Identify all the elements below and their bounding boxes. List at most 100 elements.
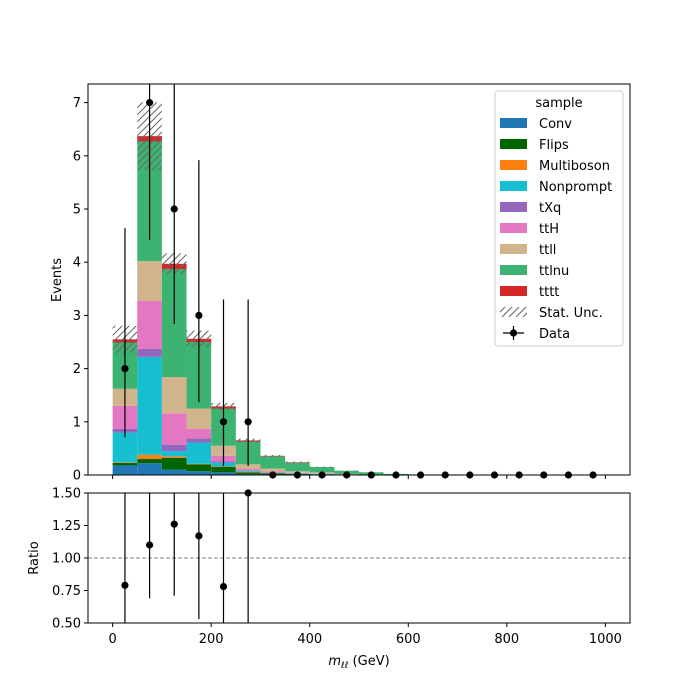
ratio-x-tick-label: 0 <box>108 632 116 647</box>
legend-box <box>494 90 624 347</box>
legend-label-flips: Flips <box>539 138 569 153</box>
main-plot-frame <box>87 83 631 476</box>
data-point <box>170 205 178 213</box>
x-axis-label-unit: (GeV) <box>348 654 389 669</box>
bar-flips <box>211 467 236 473</box>
bar-flips <box>186 464 212 472</box>
bar-multiboson <box>137 454 162 460</box>
y-tick-label: 7 <box>73 96 81 111</box>
ratio-y-tick-label: 0.50 <box>52 617 81 632</box>
y-tick-label: 0 <box>73 469 81 484</box>
ratio-y-tick-label: 1.50 <box>52 487 81 502</box>
bar-txq <box>186 438 212 443</box>
data-point <box>121 365 129 373</box>
ratio-point <box>219 583 228 591</box>
bar-tth <box>137 301 162 349</box>
legend-label-conv: Conv <box>539 117 572 132</box>
y-tick-label: 2 <box>73 362 81 377</box>
stat-unc-band <box>285 461 310 463</box>
bar-nonprompt <box>235 470 261 472</box>
legend-swatch-stat-unc <box>500 307 527 317</box>
x-axis-label: mℓℓ (GeV) <box>328 654 389 671</box>
bar-flips <box>235 472 261 474</box>
bar-nonprompt <box>161 451 187 457</box>
ratio-y-tick-label: 0.75 <box>52 584 81 599</box>
bar-multiboson <box>112 462 138 463</box>
bar-flips <box>161 457 187 470</box>
bar-conv <box>186 471 212 475</box>
ratio-x-tick-label: 400 <box>297 632 322 647</box>
ratio-point <box>170 520 178 528</box>
bar-conv <box>112 465 138 475</box>
legend-entries: Conv Flips Multiboson Nonprompt tXq ttH ttll tt… <box>500 117 612 342</box>
bar-conv <box>235 473 261 475</box>
y-tick-label: 3 <box>73 309 81 324</box>
bar-multiboson <box>161 456 187 458</box>
legend-swatch-ttlnu <box>500 265 527 275</box>
bar-txq <box>235 470 261 471</box>
bar-ttlnu <box>309 467 335 473</box>
stat-unc-band <box>309 466 335 468</box>
legend-swatch-flips <box>500 139 527 149</box>
ratio-x-tick-label: 1000 <box>589 632 622 647</box>
ratio-point <box>195 532 203 540</box>
ratio-point <box>121 581 129 589</box>
legend-swatch-tttt <box>500 286 527 296</box>
bar-multiboson <box>186 463 212 465</box>
data-point <box>244 418 252 426</box>
legend-swatch-ttll <box>500 244 527 254</box>
legend-swatch-nonprompt <box>500 181 527 191</box>
bar-tth <box>235 468 261 471</box>
ratio-panel: 0 200 400 600 800 1000 0.50 0.75 1.00 1.25 1.50 R… <box>27 487 631 671</box>
legend-title: sample <box>535 96 582 111</box>
main-y-axis-label: Events <box>50 258 65 302</box>
y-tick-label: 1 <box>73 415 81 430</box>
x-axis-label-subscript: ℓℓ <box>340 661 348 671</box>
legend-label-tttt: tttt <box>539 285 559 300</box>
legend-swatch-conv <box>500 118 527 128</box>
y-tick-label: 6 <box>73 149 81 164</box>
data-point <box>219 418 228 426</box>
bar-ttlnu <box>260 456 286 469</box>
bar-conv <box>211 472 236 475</box>
ratio-x-tick-label: 200 <box>199 632 224 647</box>
bar-txq <box>161 444 187 452</box>
bar-multiboson <box>235 471 261 473</box>
bar-ttll <box>137 261 162 302</box>
data-point <box>145 99 154 107</box>
bar-nonprompt <box>186 442 212 464</box>
stat-unc-band <box>260 454 286 457</box>
bar-tth <box>186 428 212 439</box>
ratio-y-axis-label: Ratio <box>27 541 42 574</box>
main-y-ticks: 0 1 2 3 4 5 6 7 <box>73 96 88 484</box>
x-axis-label-main: m <box>328 654 341 669</box>
legend-label-stat-unc: Stat. Unc. <box>539 306 603 321</box>
bar-ttll <box>161 377 187 414</box>
legend-label-ttlnu: ttlnu <box>539 264 569 279</box>
main-x-ticks <box>112 475 606 479</box>
legend-swatch-tth <box>500 223 527 233</box>
bar-txq <box>137 348 162 357</box>
bar-tth <box>161 413 187 445</box>
legend-label-tth: ttH <box>539 222 559 237</box>
ratio-y-ticks: 0.50 0.75 1.00 1.25 1.50 <box>52 487 88 632</box>
bar-nonprompt <box>137 356 162 455</box>
legend-label-data: Data <box>539 327 570 342</box>
bar-nonprompt <box>112 432 138 463</box>
bar-multiboson <box>211 466 236 468</box>
bar-ttll <box>260 468 286 472</box>
legend-label-ttll: ttll <box>539 243 556 258</box>
bar-ttll <box>235 464 261 469</box>
bar-flips <box>137 459 162 464</box>
bar-conv <box>161 469 187 475</box>
legend-label-txq: tXq <box>539 201 561 216</box>
legend: sample Conv Flips Multiboson Nonprompt tXq tt… <box>494 90 624 347</box>
ratio-y-tick-label: 1.00 <box>52 552 81 567</box>
legend-swatch-txq <box>500 202 527 212</box>
bar-ttlnu <box>285 462 310 472</box>
ratio-x-tick-label: 600 <box>396 632 421 647</box>
ratio-x-ticks: 0 200 400 600 800 1000 <box>108 623 622 647</box>
legend-swatch-multiboson <box>500 160 527 170</box>
ratio-y-tick-label: 1.25 <box>52 519 81 534</box>
